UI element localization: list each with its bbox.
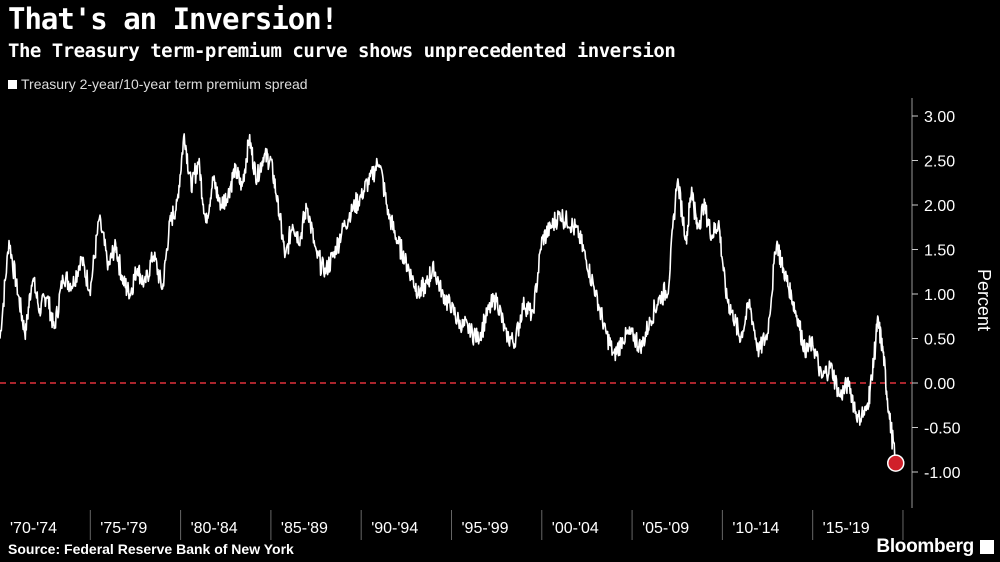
bloomberg-logo: Bloomberg <box>876 536 974 557</box>
y-tick-label: 2.50 <box>924 154 955 171</box>
x-tick-label: '70-'74 <box>10 520 57 537</box>
bloomberg-mark-icon <box>980 540 994 554</box>
x-tick-label: '15-'19 <box>823 520 870 537</box>
y-axis-label: Percent <box>974 269 994 331</box>
y-tick-label: -1.00 <box>924 465 961 482</box>
legend-swatch <box>8 79 17 89</box>
x-tick-label: '90-'94 <box>371 520 418 537</box>
y-tick-label: 1.00 <box>924 287 955 304</box>
x-tick-label: '05-'09 <box>642 520 689 537</box>
x-tick-label: '00-'04 <box>552 520 599 537</box>
source-note: Source: Federal Reserve Bank of New York <box>8 541 294 557</box>
x-tick-label: '95-'99 <box>461 520 508 537</box>
x-tick-label: '75-'79 <box>100 520 147 537</box>
y-tick-label: 1.50 <box>924 243 955 260</box>
y-tick-label: 3.00 <box>924 109 955 126</box>
y-tick-label: -0.50 <box>924 421 961 438</box>
y-tick-label: 2.00 <box>924 198 955 215</box>
latest-value-marker <box>886 454 905 472</box>
x-tick-label: '80-'84 <box>191 520 238 537</box>
legend-label: Treasury 2-year/10-year term premium spr… <box>21 76 308 92</box>
chart-legend: Treasury 2-year/10-year term premium spr… <box>8 76 308 92</box>
series-line <box>0 133 897 464</box>
y-tick-label: 0.00 <box>924 376 955 393</box>
chart-title: That's an Inversion! <box>8 2 338 36</box>
x-tick-label: '10-'14 <box>732 520 779 537</box>
y-tick-label: 0.50 <box>924 332 955 349</box>
x-tick-label: '85-'89 <box>281 520 328 537</box>
chart-subtitle: The Treasury term-premium curve shows un… <box>8 40 676 62</box>
